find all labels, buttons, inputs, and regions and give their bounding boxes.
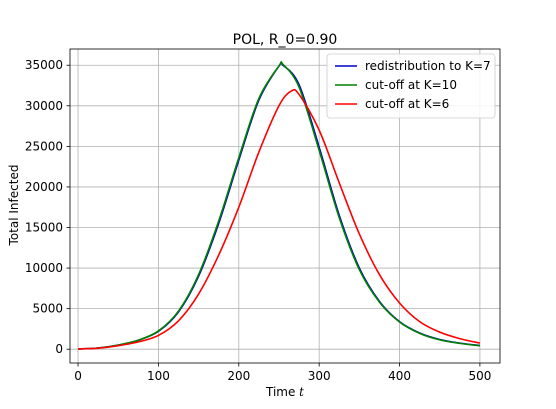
x-axis-label: Time t <box>265 385 304 399</box>
x-tick-label: 200 <box>227 369 250 383</box>
plot-frame <box>69 48 501 364</box>
series-line-2 <box>78 60 481 350</box>
x-tick-label: 400 <box>388 369 411 383</box>
x-tick-label: 500 <box>468 369 491 383</box>
y-tick-label: 35000 <box>25 58 63 72</box>
y-tick-label: 20000 <box>25 180 63 194</box>
y-axis-label: Total Infected <box>7 165 21 247</box>
legend-label: cut-off at K=6 <box>365 97 449 111</box>
x-tick-label: 100 <box>147 369 170 383</box>
y-tick-label: 0 <box>55 342 63 356</box>
legend-label: cut-off at K=10 <box>365 78 457 92</box>
x-axis-label-variable: t <box>299 385 304 399</box>
series-line-3 <box>78 88 481 350</box>
y-tick-label: 5000 <box>32 302 63 316</box>
x-axis-label-text: Time <box>265 385 299 399</box>
y-tick-label: 30000 <box>25 99 63 113</box>
legend-label: redistribution to K=7 <box>365 59 491 73</box>
series-lines <box>78 60 481 350</box>
x-tick-label: 0 <box>74 369 82 383</box>
chart-title: POL, R_0=0.90 <box>233 32 338 48</box>
y-tick-label: 25000 <box>25 139 63 153</box>
x-tick-label: 300 <box>308 369 331 383</box>
axis-ticks: 0 100 200 300 400 500050001000015000200002500… <box>25 58 492 383</box>
legend: redistribution to K=7 cut-off at K=10 cut-… <box>326 53 496 119</box>
y-tick-label: 10000 <box>25 261 63 275</box>
y-tick-label: 15000 <box>25 221 63 235</box>
legend-box <box>326 53 496 119</box>
